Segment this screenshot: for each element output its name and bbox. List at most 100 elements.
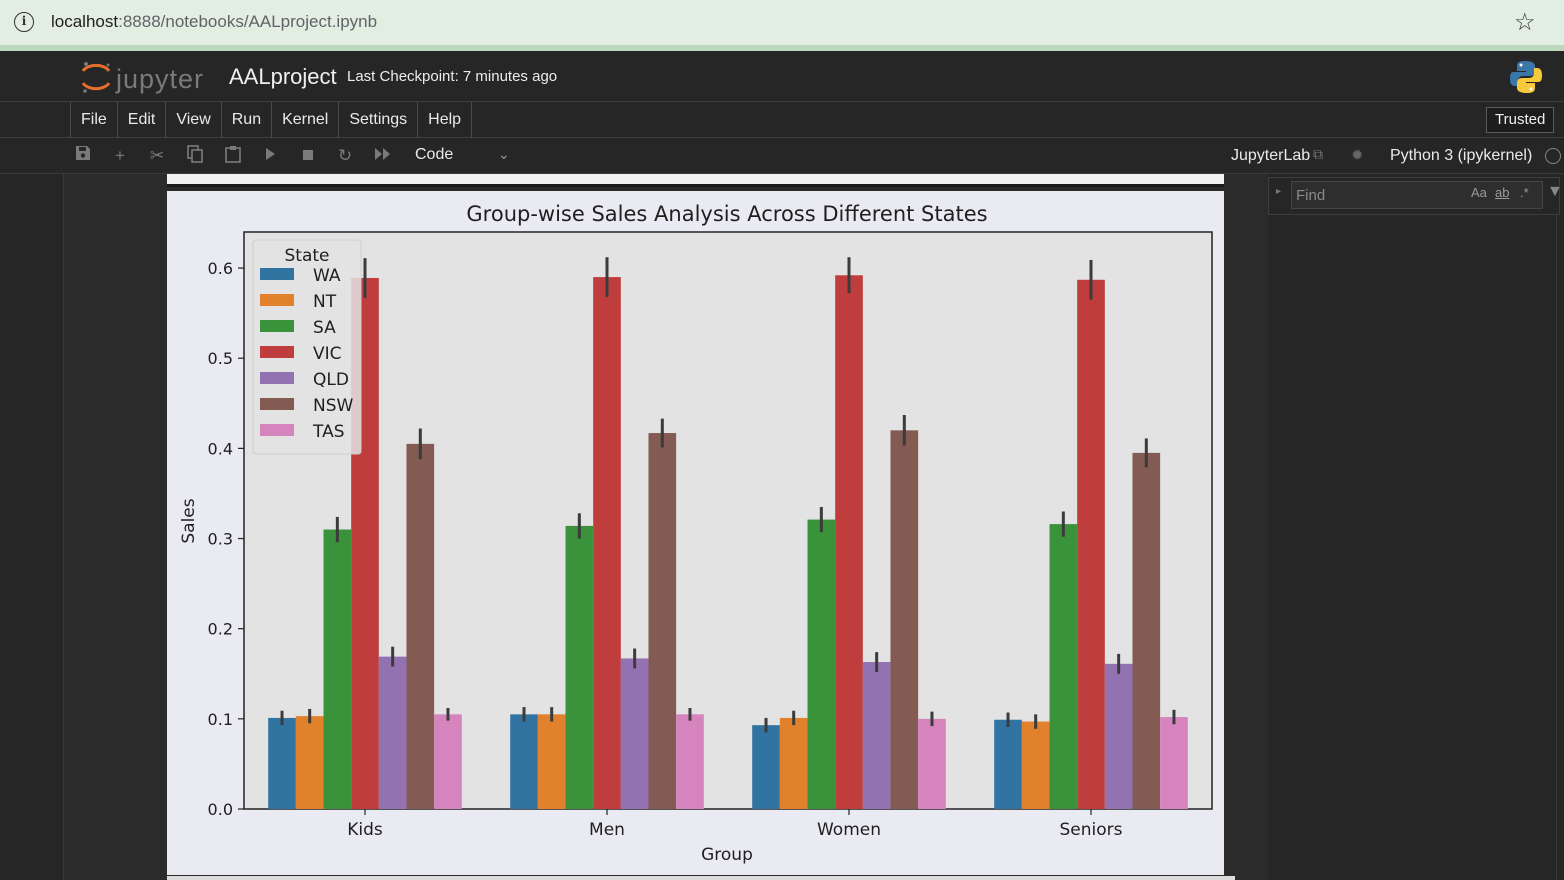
find-input[interactable] bbox=[1291, 181, 1543, 209]
left-gutter bbox=[0, 174, 64, 880]
bar-wa-women bbox=[752, 725, 780, 809]
bar-sa-women bbox=[807, 519, 836, 809]
x-axis-label: Group bbox=[701, 845, 753, 865]
chart-title: Group-wise Sales Analysis Across Differe… bbox=[466, 202, 987, 226]
chevron-down-icon[interactable]: ⌄ bbox=[498, 146, 510, 162]
paste-icon[interactable] bbox=[222, 145, 244, 167]
y-tick-label: 0.0 bbox=[208, 800, 233, 819]
bar-qld-women bbox=[862, 662, 891, 809]
menu-edit[interactable]: Edit bbox=[118, 102, 167, 138]
regex-icon[interactable]: .* bbox=[1520, 185, 1529, 200]
browser-address-bar: i localhost:8888/notebooks/AALproject.ip… bbox=[0, 0, 1564, 45]
menu-view[interactable]: View bbox=[166, 102, 222, 138]
bar-nt-kids bbox=[295, 716, 324, 809]
bar-sa-men bbox=[565, 525, 594, 809]
legend-label-nsw: NSW bbox=[313, 396, 354, 416]
menu-list: File Edit View Run Kernel Settings Help bbox=[70, 102, 473, 138]
site-info-icon[interactable]: i bbox=[14, 12, 34, 32]
trusted-indicator[interactable]: Trusted bbox=[1486, 107, 1555, 133]
run-icon[interactable] bbox=[259, 145, 281, 167]
url-field[interactable]: localhost:8888/notebooks/AALproject.ipyn… bbox=[51, 12, 377, 32]
right-scrollbar[interactable] bbox=[1556, 215, 1562, 880]
restart-icon[interactable]: ↻ bbox=[337, 146, 353, 165]
bar-nt-women bbox=[779, 717, 808, 809]
bar-chart: Group-wise Sales Analysis Across Differe… bbox=[179, 202, 1213, 865]
kernel-name[interactable]: Python 3 (ipykernel) bbox=[1390, 147, 1533, 164]
match-case-icon[interactable]: Aa bbox=[1471, 185, 1487, 200]
bar-sa-kids bbox=[323, 529, 352, 809]
jupyter-header: jupyter AALproject Last Checkpoint: 7 mi… bbox=[0, 51, 1564, 102]
legend-swatch-wa bbox=[260, 268, 294, 280]
menu-bar: File Edit View Run Kernel Settings Help … bbox=[0, 102, 1564, 138]
menu-settings[interactable]: Settings bbox=[339, 102, 419, 138]
debugger-bug-icon[interactable]: ✹ bbox=[1351, 147, 1364, 164]
bar-wa-kids bbox=[268, 717, 296, 809]
legend-label-vic: VIC bbox=[313, 344, 342, 364]
bar-qld-men bbox=[620, 658, 649, 809]
add-cell-icon[interactable]: + bbox=[115, 146, 125, 165]
x-tick-label: Seniors bbox=[1060, 820, 1123, 840]
bar-tas-seniors bbox=[1160, 717, 1188, 809]
bars-group bbox=[268, 257, 1188, 809]
y-axis: 0.0 0.1 0.2 0.3 0.4 0.5 0.6 bbox=[208, 259, 244, 819]
menu-kernel[interactable]: Kernel bbox=[272, 102, 340, 138]
jupyter-logo[interactable]: jupyter bbox=[78, 59, 218, 95]
bar-vic-seniors bbox=[1077, 279, 1105, 809]
stop-icon[interactable] bbox=[297, 145, 319, 167]
cell-bottom-border bbox=[167, 876, 1235, 880]
x-axis: Kids Men Women Seniors bbox=[347, 809, 1123, 840]
cut-icon[interactable]: ✂ bbox=[149, 146, 165, 165]
bar-qld-kids bbox=[378, 656, 407, 809]
bar-tas-kids bbox=[434, 714, 462, 809]
bar-nsw-kids bbox=[406, 443, 435, 809]
y-tick-label: 0.3 bbox=[208, 530, 233, 549]
legend-swatch-sa bbox=[260, 320, 294, 332]
python-logo-icon bbox=[1510, 61, 1542, 93]
legend-swatch-vic bbox=[260, 346, 294, 358]
y-tick-label: 0.2 bbox=[208, 620, 233, 639]
legend-swatch-qld bbox=[260, 372, 294, 384]
url-host: localhost bbox=[51, 12, 119, 31]
jupyter-wordmark: jupyter bbox=[116, 64, 205, 94]
whole-word-icon[interactable]: ab bbox=[1495, 185, 1510, 200]
bookmark-star-icon[interactable]: ☆ bbox=[1514, 9, 1536, 36]
menu-help[interactable]: Help bbox=[418, 102, 473, 138]
filter-icon[interactable]: ▼ bbox=[1547, 183, 1563, 200]
bar-vic-women bbox=[835, 275, 863, 809]
bar-nsw-women bbox=[890, 430, 919, 809]
legend-swatch-nsw bbox=[260, 398, 294, 410]
bar-nsw-seniors bbox=[1132, 452, 1161, 809]
y-axis-label: Sales bbox=[179, 498, 199, 543]
menu-file[interactable]: File bbox=[71, 102, 118, 138]
save-icon[interactable] bbox=[72, 145, 94, 167]
legend-swatch-tas bbox=[260, 424, 294, 436]
cell-type-select[interactable]: Code bbox=[415, 146, 454, 163]
y-tick-label: 0.1 bbox=[208, 710, 233, 729]
expand-caret-icon[interactable]: ▸ bbox=[1276, 186, 1282, 197]
legend-items: WA NT SA VIC QLD NSW TAS bbox=[260, 266, 354, 442]
bar-tas-men bbox=[676, 714, 704, 809]
legend-label-wa: WA bbox=[313, 266, 341, 286]
bar-nsw-men bbox=[648, 433, 677, 809]
previous-output-edge bbox=[167, 174, 1224, 187]
notebook-title[interactable]: AALproject bbox=[229, 64, 337, 89]
jupyter-logo-icon bbox=[81, 62, 111, 93]
bar-wa-men bbox=[510, 714, 538, 809]
fast-forward-icon[interactable] bbox=[372, 145, 394, 167]
bar-wa-seniors bbox=[994, 719, 1022, 809]
y-tick-label: 0.4 bbox=[208, 439, 233, 458]
legend-label-sa: SA bbox=[313, 318, 336, 338]
y-tick-label: 0.5 bbox=[208, 349, 233, 368]
legend-label-qld: QLD bbox=[313, 370, 349, 390]
bar-qld-seniors bbox=[1104, 663, 1133, 809]
external-link-icon[interactable]: ⧉ bbox=[1313, 146, 1323, 162]
copy-icon[interactable] bbox=[184, 145, 206, 167]
chart-legend: State WA NT SA VIC QLD NSW TAS bbox=[252, 239, 362, 455]
notebook-toolbar: + ✂ ↻ Code ⌄ JupyterLab ⧉ ✹ Python 3 (ip… bbox=[0, 138, 1564, 174]
jupyterlab-link[interactable]: JupyterLab bbox=[1231, 147, 1311, 164]
last-checkpoint-text: Last Checkpoint: 7 minutes ago bbox=[347, 68, 558, 85]
legend-title: State bbox=[285, 246, 330, 266]
menu-run[interactable]: Run bbox=[222, 102, 273, 138]
legend-label-nt: NT bbox=[313, 292, 337, 312]
bar-nt-men bbox=[537, 714, 566, 809]
